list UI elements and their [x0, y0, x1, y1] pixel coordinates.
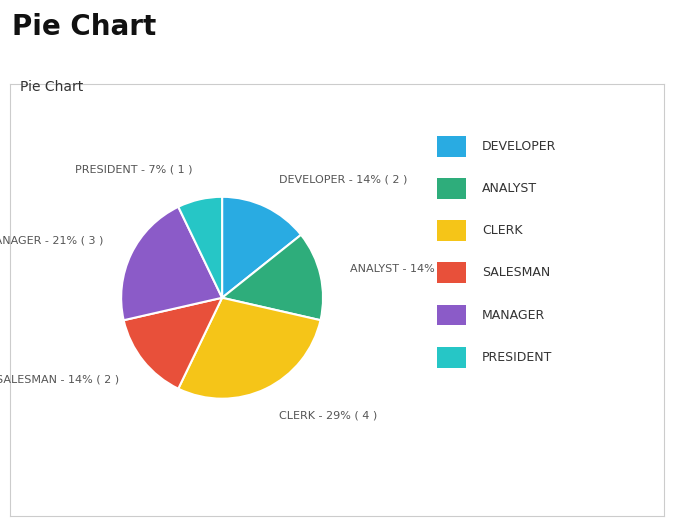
Text: Pie Chart: Pie Chart — [20, 80, 83, 94]
Wedge shape — [178, 197, 222, 298]
Text: ANALYST - 14% ( 2 ): ANALYST - 14% ( 2 ) — [350, 264, 461, 274]
Wedge shape — [222, 235, 323, 320]
Text: PRESIDENT - 7% ( 1 ): PRESIDENT - 7% ( 1 ) — [75, 165, 193, 175]
Text: Pie Chart: Pie Chart — [12, 13, 156, 41]
Text: ANALYST: ANALYST — [482, 182, 537, 195]
Bar — [437, 305, 466, 326]
Text: MANAGER - 21% ( 3 ): MANAGER - 21% ( 3 ) — [0, 236, 104, 246]
Bar — [437, 136, 466, 157]
Wedge shape — [121, 207, 222, 320]
Text: CLERK - 29% ( 4 ): CLERK - 29% ( 4 ) — [279, 411, 378, 421]
Bar — [437, 262, 466, 284]
Bar — [437, 178, 466, 199]
Wedge shape — [178, 298, 320, 399]
Text: SALESMAN: SALESMAN — [482, 266, 550, 279]
Text: CLERK: CLERK — [482, 224, 522, 237]
Wedge shape — [124, 298, 222, 389]
Wedge shape — [222, 197, 301, 298]
Bar — [437, 220, 466, 241]
Text: MANAGER: MANAGER — [482, 308, 545, 321]
Text: DEVELOPER: DEVELOPER — [482, 140, 557, 153]
Text: DEVELOPER - 14% ( 2 ): DEVELOPER - 14% ( 2 ) — [279, 174, 407, 184]
Text: SALESMAN - 14% ( 2 ): SALESMAN - 14% ( 2 ) — [0, 375, 120, 385]
Text: PRESIDENT: PRESIDENT — [482, 350, 553, 364]
Bar — [437, 347, 466, 368]
